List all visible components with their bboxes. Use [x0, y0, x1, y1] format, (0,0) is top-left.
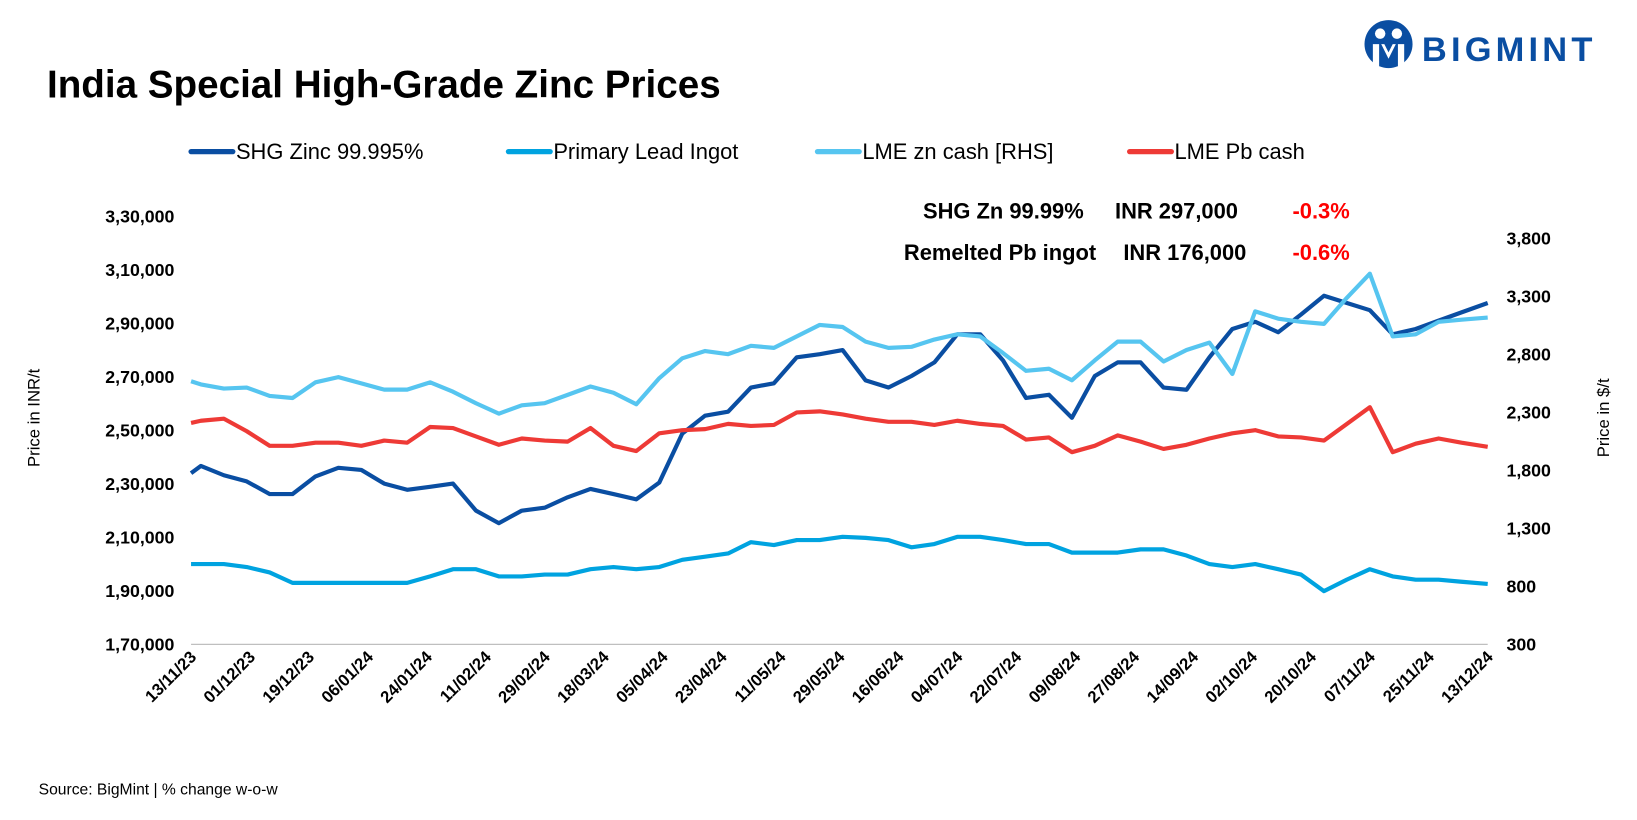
y-right-tick-label: 2,300 [1506, 402, 1551, 422]
x-axis: 13/11/23 01/12/23 19/12/23 06/01/24 24/01/24… [141, 647, 1497, 707]
x-tick-label: 06/01/24 [318, 647, 378, 707]
x-tick-label: 13/11/23 [141, 647, 200, 706]
x-tick-label: 29/05/24 [789, 647, 849, 707]
x-tick-label: 05/04/24 [612, 647, 672, 707]
logo-emblem-icon [1364, 20, 1413, 69]
legend-label: LME zn cash [RHS] [862, 139, 1053, 164]
annotation-price-zn: INR 297,000 [1115, 198, 1238, 223]
series-line-1 [191, 534, 1488, 594]
price-annotations: SHG Zn 99.99% INR 297,000 -0.3% Remelted… [904, 198, 1350, 265]
x-tick-label: 11/02/24 [436, 647, 495, 706]
y-axis-right: 300 800 1,300 1,800 2,300 2,800 3,300 3,800 [1506, 228, 1551, 654]
series-line-2 [190, 271, 1488, 416]
source-note: Source: BigMint | % change w-o-w [39, 782, 279, 799]
y-axis-right-label: Price in $/t [1594, 378, 1613, 457]
y-axis-left: 1,70,000 1,90,000 2,10,000 2,30,000 2,50,000… [105, 207, 174, 655]
x-tick-label: 07/11/24 [1320, 647, 1379, 706]
x-tick-label: 09/08/24 [1025, 647, 1085, 707]
y-right-tick-label: 300 [1506, 635, 1536, 655]
x-tick-label: 29/02/24 [494, 647, 554, 707]
x-tick-label: 13/12/24 [1437, 647, 1497, 707]
y-right-tick-label: 3,300 [1506, 286, 1551, 306]
legend-label: SHG Zinc 99.995% [236, 139, 424, 164]
y-left-tick-label: 1,70,000 [105, 635, 174, 655]
x-tick-label: 16/06/24 [848, 647, 908, 707]
x-tick-label: 27/08/24 [1084, 647, 1144, 707]
y-left-tick-label: 2,90,000 [105, 314, 174, 334]
x-tick-label: 19/12/23 [259, 647, 318, 706]
legend-label: LME Pb cash [1175, 139, 1305, 164]
legend: SHG Zinc 99.995% Primary Lead Ingot LME zn… [188, 139, 1305, 164]
annotation-change-pb: -0.6% [1292, 240, 1349, 265]
series-line-0 [189, 293, 1489, 526]
x-tick-label: 14/09/24 [1143, 647, 1203, 707]
y-left-tick-label: 2,50,000 [105, 421, 174, 441]
x-tick-label: 23/04/24 [671, 647, 731, 707]
annotation-change-zn: -0.3% [1292, 198, 1349, 223]
y-left-tick-label: 2,10,000 [105, 528, 174, 548]
y-left-tick-label: 1,90,000 [105, 581, 174, 601]
y-right-tick-label: 1,300 [1506, 519, 1551, 539]
x-tick-label: 20/10/24 [1261, 647, 1321, 707]
y-axis-left-label: Price in INR/t [25, 368, 44, 467]
chart-title: India Special High-Grade Zinc Prices [47, 63, 721, 106]
y-left-tick-label: 2,30,000 [105, 474, 174, 494]
y-right-tick-label: 2,800 [1506, 344, 1551, 364]
annotation-price-pb: INR 176,000 [1123, 240, 1246, 265]
x-tick-label: 02/10/24 [1202, 647, 1262, 707]
x-tick-label: 22/07/24 [966, 647, 1026, 707]
legend-label: Primary Lead Ingot [553, 139, 738, 164]
brand-name: BIGMINT [1422, 31, 1597, 69]
y-right-tick-label: 3,800 [1506, 228, 1551, 248]
y-right-tick-label: 1,800 [1506, 461, 1551, 481]
series-line-3 [190, 405, 1489, 455]
y-left-tick-label: 2,70,000 [105, 367, 174, 387]
y-left-tick-label: 3,30,000 [105, 207, 174, 227]
x-tick-label: 01/12/23 [200, 647, 259, 706]
x-tick-label: 04/07/24 [907, 647, 967, 707]
x-tick-label: 24/01/24 [377, 647, 437, 707]
bigmint-logo: BIGMINT [1364, 20, 1597, 69]
annotation-label-pb: Remelted Pb ingot [904, 240, 1097, 265]
x-tick-label: 25/11/24 [1379, 647, 1438, 706]
annotation-label-zn: SHG Zn 99.99% [923, 198, 1084, 223]
x-tick-label: 18/03/24 [553, 647, 613, 707]
series-lines [189, 271, 1489, 594]
y-right-tick-label: 800 [1506, 577, 1536, 597]
x-tick-label: 11/05/24 [731, 647, 790, 706]
y-left-tick-label: 3,10,000 [105, 260, 174, 280]
